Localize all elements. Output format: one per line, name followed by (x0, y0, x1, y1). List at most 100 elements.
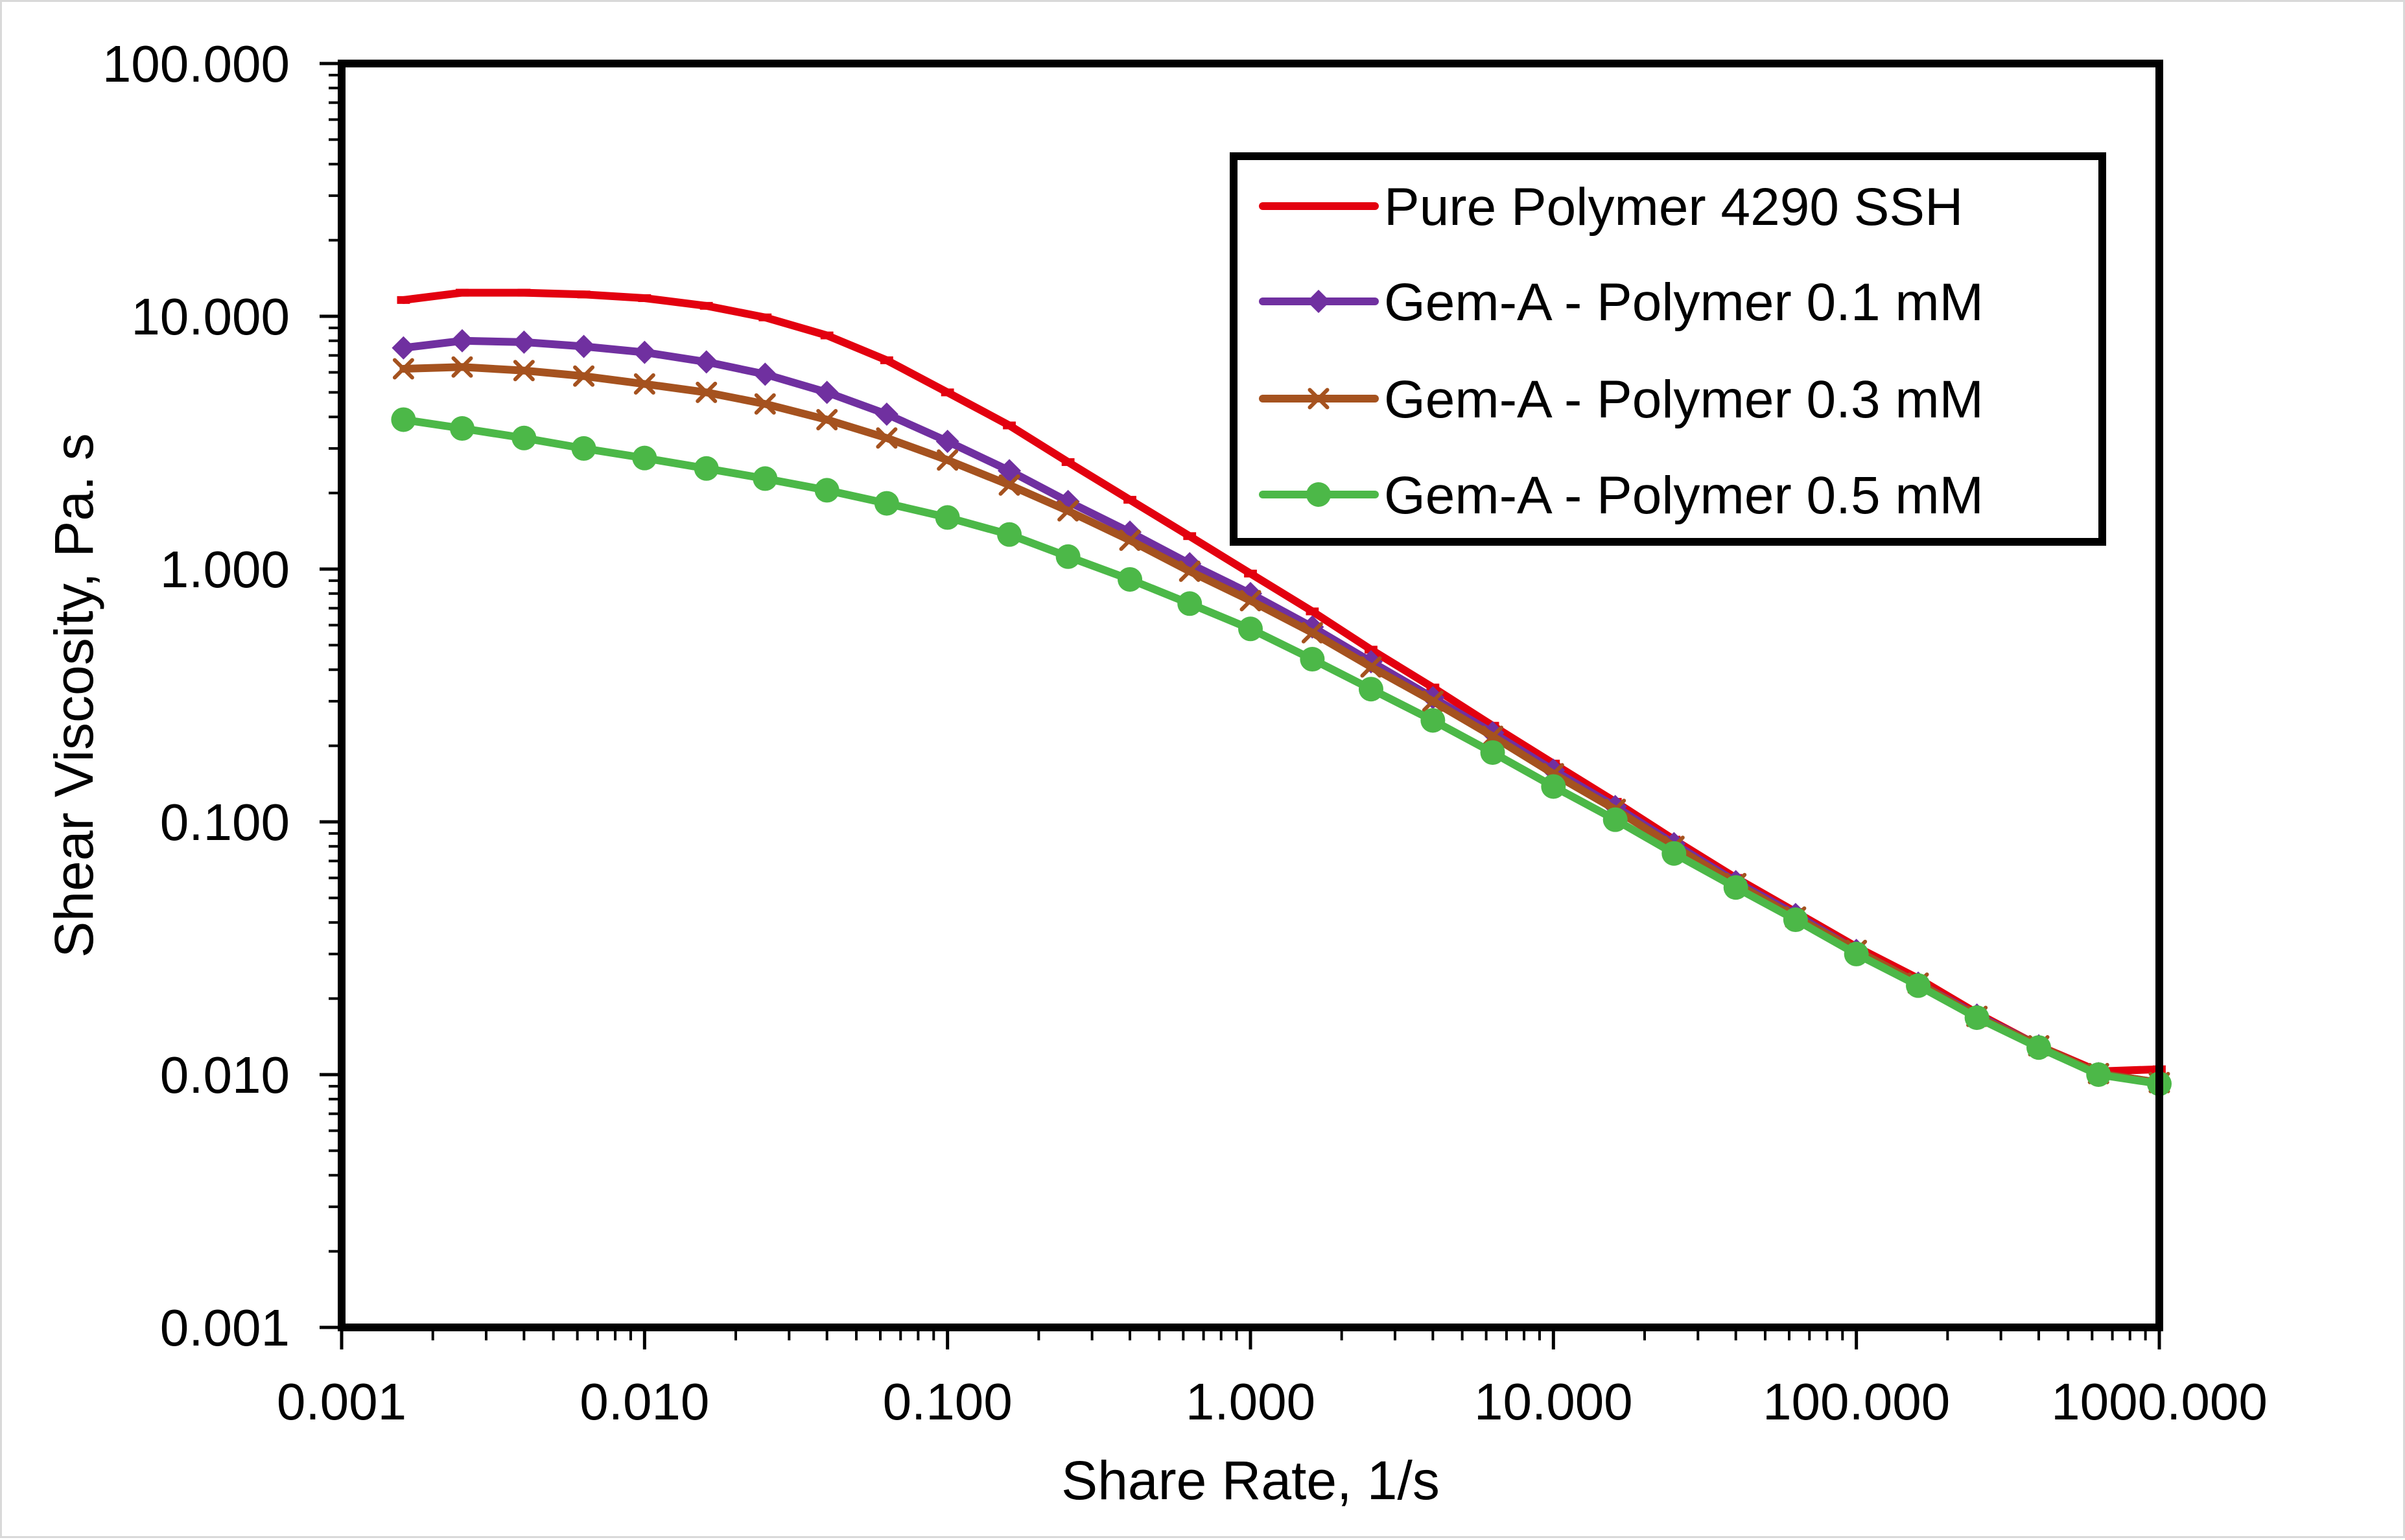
data-point-dash (577, 290, 591, 299)
data-point-dash (1123, 496, 1136, 504)
legend-label: Gem-A - Polymer 0.5 mM (1384, 466, 1984, 525)
data-point-diamond (815, 380, 839, 404)
data-point-x (392, 358, 414, 380)
data-point-circle (1177, 591, 1202, 616)
legend-label: Gem-A - Polymer 0.3 mM (1384, 370, 1984, 429)
data-point-x (633, 373, 655, 395)
series-markers (391, 407, 2172, 1097)
x-tick-label: 1.000 (1186, 1373, 1315, 1430)
data-point-x (451, 356, 473, 378)
x-axis-title: Share Rate, 1/s (1061, 1450, 1440, 1511)
x-tick-label: 0.100 (883, 1373, 1013, 1430)
data-point-circle (814, 478, 839, 503)
data-point-dash (1244, 569, 1257, 578)
data-point-dash (456, 288, 469, 297)
data-point-circle (571, 436, 596, 461)
legend-box (1230, 152, 2106, 546)
y-tick-label: 1.000 (160, 541, 290, 598)
data-point-diamond (392, 336, 416, 360)
x-tick-label: 1000.000 (2051, 1373, 2268, 1430)
legend-items: Pure Polymer 4290 SSH Gem-A - Polymer 0.1… (1259, 178, 1984, 525)
data-point-x (754, 393, 776, 415)
data-point-diamond (874, 402, 898, 426)
data-point-dash (1061, 458, 1075, 466)
y-tick-label: 0.100 (160, 793, 290, 851)
y-tick-label: 0.001 (160, 1299, 290, 1357)
data-point-circle (2086, 1062, 2111, 1087)
data-point-circle (694, 456, 719, 481)
series-4 (391, 407, 2172, 1097)
legend-item: Gem-A - Polymer 0.3 mM (1259, 370, 1984, 429)
legend-item: Gem-A - Polymer 0.1 mM (1259, 273, 1984, 332)
data-point-dash (880, 356, 893, 364)
data-point-x (1119, 530, 1141, 552)
data-point-x (937, 449, 959, 471)
data-point-circle (1238, 616, 1263, 642)
data-point-circle (1306, 482, 1331, 507)
data-point-x (573, 365, 595, 387)
data-point-dash (638, 294, 651, 302)
data-point-dash (397, 296, 410, 304)
x-tick-label: 0.001 (277, 1373, 406, 1430)
data-point-x (513, 360, 535, 382)
y-tick-label: 0.010 (160, 1046, 290, 1104)
data-point-x (696, 381, 718, 403)
y-axis-title: Shear Viscosity, Pa. s (43, 433, 104, 957)
data-point-diamond (694, 350, 718, 374)
data-point-circle (1300, 647, 1325, 672)
data-point-circle (2026, 1035, 2052, 1060)
data-point-circle (1480, 740, 1505, 765)
data-point-x (816, 408, 838, 430)
data-point-dash (1306, 607, 1319, 616)
data-point-dash (699, 301, 713, 310)
data-point-x (1301, 622, 1323, 644)
y-tick-label: 100.000 (102, 35, 290, 93)
x-tick-label: 0.010 (580, 1373, 709, 1430)
data-point-x (998, 474, 1020, 496)
x-tick-label: 100.000 (1763, 1373, 1950, 1430)
data-point-circle (1420, 708, 1446, 733)
data-point-circle (511, 425, 537, 450)
legend-item: Gem-A - Polymer 0.5 mM (1259, 466, 1984, 525)
data-point-dash (1365, 646, 1378, 654)
data-point-dash (820, 331, 834, 340)
x-tick-labels: 0.001 0.010 0.100 1.000 10.000 100.000 1000.00… (277, 1373, 2268, 1430)
legend-label: Pure Polymer 4290 SSH (1384, 178, 1963, 237)
y-tick-labels: 0.001 0.010 0.100 1.000 10.000 100.000 (102, 35, 290, 1357)
data-point-circle (1602, 807, 1628, 832)
data-point-circle (1964, 1005, 1989, 1031)
data-point-circle (1844, 941, 1869, 966)
data-point-dash (517, 288, 531, 297)
data-point-x (1179, 560, 1201, 582)
data-point-diamond (450, 329, 474, 353)
data-point-diamond (753, 362, 777, 386)
data-point-circle (449, 416, 475, 441)
x-tick-label: 10.000 (1474, 1373, 1633, 1430)
data-point-diamond (633, 340, 657, 364)
data-point-dash (1183, 532, 1197, 541)
data-point-x (1239, 590, 1261, 612)
data-point-x (1308, 388, 1330, 410)
data-point-circle (1723, 875, 1748, 900)
data-point-diamond (935, 429, 959, 453)
data-point-dash (941, 388, 954, 397)
data-point-circle (1055, 544, 1081, 569)
legend-item: Pure Polymer 4290 SSH (1259, 178, 1963, 237)
data-point-x (1360, 656, 1382, 678)
data-point-circle (1358, 677, 1383, 702)
data-point-circle (632, 445, 657, 471)
data-point-dash (758, 313, 772, 321)
data-point-circle (1661, 841, 1687, 866)
data-point-dash (1003, 421, 1016, 430)
series-layer (391, 288, 2172, 1097)
legend-label: Gem-A - Polymer 0.1 mM (1384, 273, 1984, 332)
data-point-x (1422, 690, 1444, 712)
data-point-circle (1783, 907, 1808, 933)
data-point-circle (753, 466, 778, 491)
data-point-circle (1118, 566, 1143, 592)
data-point-diamond (572, 334, 596, 358)
data-point-circle (391, 407, 416, 432)
data-point-circle (997, 522, 1022, 547)
